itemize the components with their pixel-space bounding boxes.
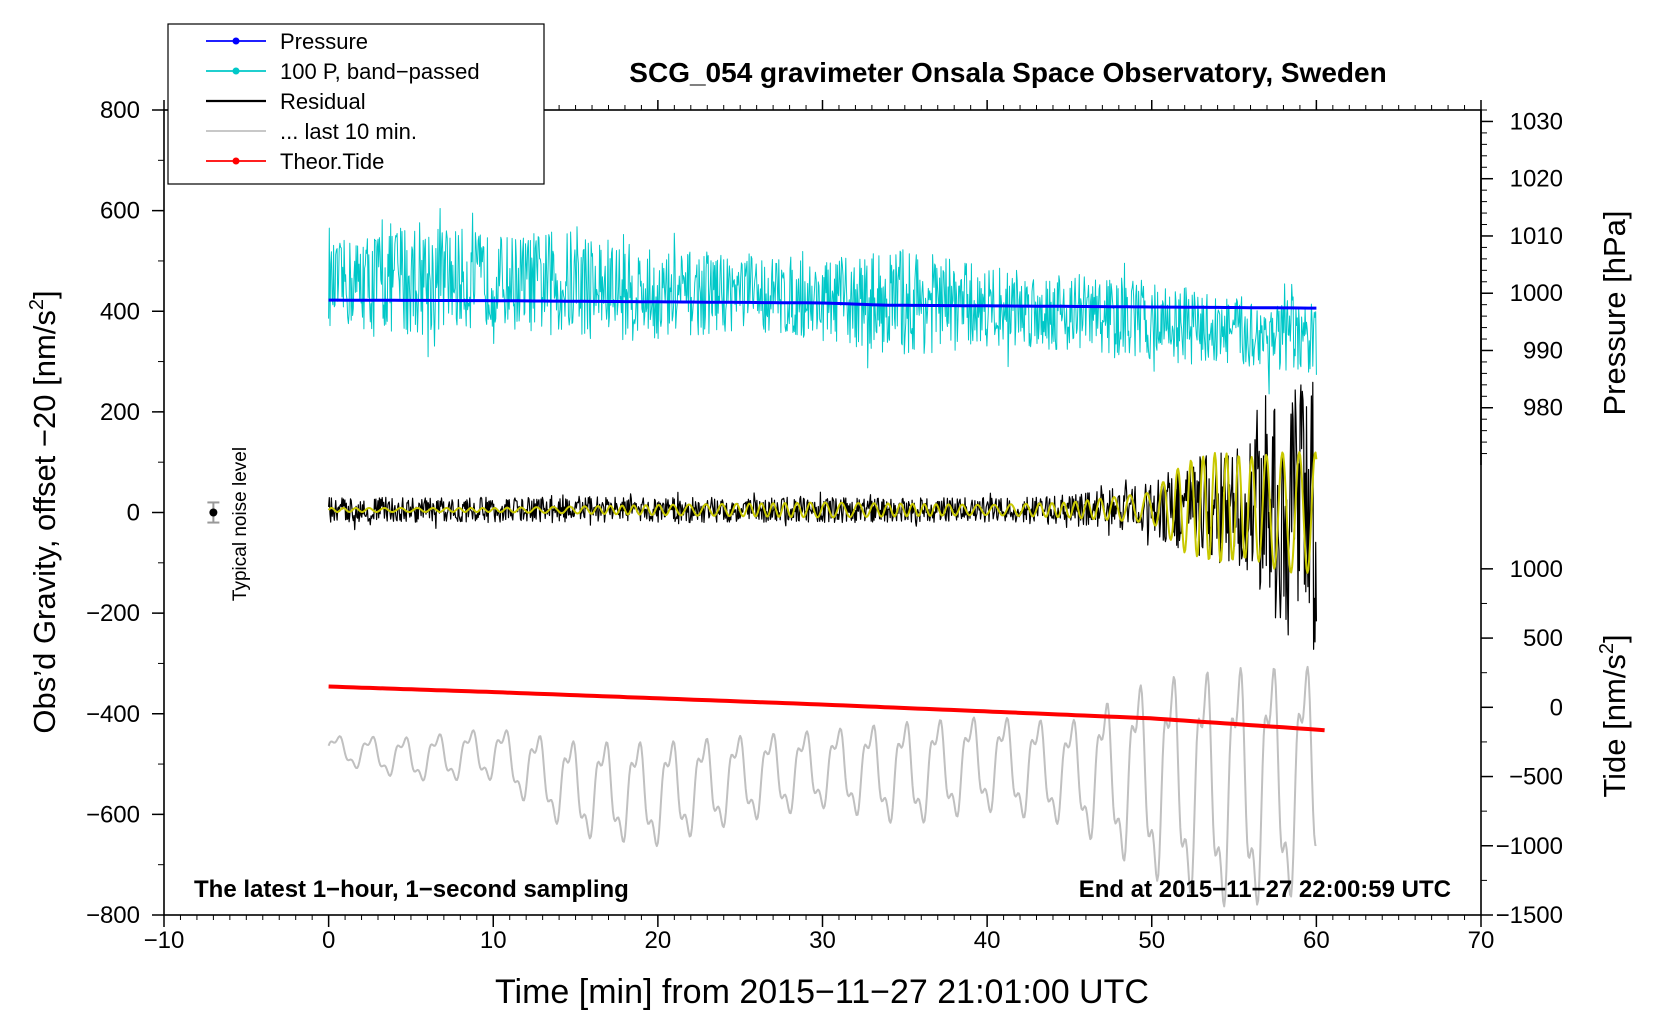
legend: Pressure 100 P, band−passed Residual ... la… [167,23,545,185]
y-axis-label-left-main: Obs’d Gravity, offset −20 [nm/s [27,310,62,734]
y-axis-label-tide: Tide [nm/s2] [1596,634,1632,797]
chart-title: SCG_054 gravimeter Onsala Space Observat… [629,57,1386,88]
series-last-10-min-line [327,665,1317,908]
y-axis-pressure: 980 990 1000 1010 1020 1030 [1480,108,1563,465]
x-tick-label: 0 [322,927,335,954]
y-tick-label: −200 [86,600,140,627]
x-tick-label: 10 [480,927,507,954]
pressure-tick-label: 990 [1523,337,1563,364]
y-axis-label-tide-main: Tide [nm/s [1597,654,1632,798]
x-tick-label: 60 [1303,927,1330,954]
tide-tick-label: 1000 [1510,556,1563,583]
legend-label-100-p-band-passed: 100 P, band−passed [280,59,480,84]
y-axis-label-left-sup: 2 [26,299,48,310]
legend-label-residual: Residual [280,89,366,114]
y-axis-label-pressure: Pressure [hPa] [1597,210,1632,415]
tide-tick-label: −500 [1509,764,1563,791]
x-tick-label: 20 [645,927,672,954]
bottom-right-note: End at 2015−11−27 22:00:59 UTC [1079,876,1451,903]
series-theor-tide-line [328,684,1325,733]
tide-tick-label: −1000 [1496,833,1563,860]
y-tick-label: 400 [100,298,140,325]
legend-label-theor-tide: Theor.Tide [280,149,384,174]
pressure-tick-label: 1030 [1510,108,1563,135]
legend-box [167,23,545,185]
series-band-passed-residual-line [327,451,1318,574]
bottom-left-note: The latest 1−hour, 1−second sampling [194,876,629,903]
y-axis-left: −800 −600 −400 −200 0 200 400 600 800 [86,97,164,929]
tide-tick-label: −1500 [1496,902,1563,929]
legend-label-last-10-min: ... last 10 min. [280,119,417,144]
tide-tick-label: 500 [1523,625,1563,652]
y-tick-label: 600 [100,198,140,225]
tide-tick-label: 0 [1550,694,1563,721]
y-tick-label: 800 [100,97,140,124]
pressure-tick-label: 1020 [1510,166,1563,193]
y-tick-label: −600 [86,801,140,828]
pressure-tick-label: 980 [1523,395,1563,422]
y-axis-label-tide-close: ] [1597,634,1632,643]
noise-level-label: Typical noise level [230,447,251,601]
legend-marker-100-p-band-passed [232,67,240,75]
x-tick-label: 50 [1138,927,1165,954]
y-tick-label: 0 [127,500,140,527]
series-100-p-band-passed-line [328,208,1317,395]
series-pressure-line [328,298,1317,310]
x-tick-label: 70 [1468,927,1495,954]
y-axis-label-left-close: ] [27,290,62,299]
pressure-tick-label: 1010 [1510,223,1563,250]
x-axis-label: Time [min] from 2015−11−27 21:01:00 UTC [495,973,1149,1011]
plot-series [327,208,1325,908]
noise-level-marker [207,501,220,524]
x-axis: −10 0 10 20 30 40 50 60 70 [144,100,1495,954]
legend-marker-theor-tide [232,157,240,165]
x-tick-label: 30 [809,927,836,954]
y-tick-label: 200 [100,399,140,426]
y-tick-label: −400 [86,701,140,728]
y-axis-label-tide-sup: 2 [1596,643,1618,654]
y-axis-tide: −1500 −1000 −500 0 500 1000 [1481,556,1563,929]
x-tick-label: −10 [144,927,185,954]
pressure-tick-label: 1000 [1510,280,1563,307]
legend-marker-pressure [232,37,240,45]
legend-label-pressure: Pressure [280,29,368,54]
y-axis-label-left: Obs’d Gravity, offset −20 [nm/s2] [26,290,62,733]
x-tick-label: 40 [974,927,1001,954]
y-tick-label: −800 [86,902,140,929]
noise-level-point [209,508,218,517]
